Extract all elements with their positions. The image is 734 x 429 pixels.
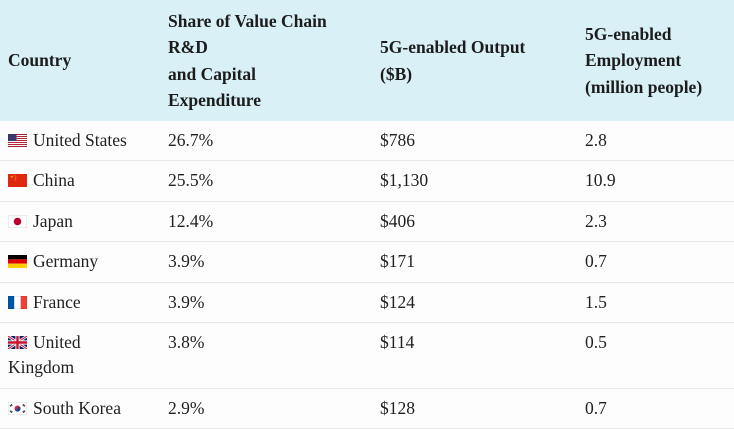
country-cell: South Korea: [0, 389, 160, 428]
table-row: Japan 12.4% $406 2.3: [0, 201, 734, 243]
output-cell: $406: [380, 210, 415, 231]
employment-cell: 0.7: [585, 397, 607, 418]
output-cell: $1,130: [380, 170, 429, 191]
country-label: South Korea: [33, 397, 121, 418]
flag-jp-icon: [8, 214, 27, 228]
output-cell: $171: [380, 251, 415, 272]
share-cell: 3.9%: [168, 291, 205, 312]
flag-cn-icon: [8, 174, 27, 188]
table-row: United States 26.7% $786 2.8: [0, 121, 734, 162]
table-header-row: Country Share of Value Chain R&D and Cap…: [0, 0, 734, 121]
country-label: United Kingdom: [8, 331, 81, 378]
table-row: South Korea 2.9% $128 0.7: [0, 388, 734, 429]
flag-us-icon: [8, 134, 27, 147]
country-label: United States: [33, 130, 127, 150]
employment-cell: 1.5: [585, 291, 607, 312]
header-cell-output: 5G-enabled Output ($B): [380, 37, 526, 84]
share-cell: 25.5%: [168, 170, 214, 191]
output-cell: $124: [380, 291, 415, 312]
employment-cell: 2.3: [585, 210, 607, 231]
country-label: France: [33, 291, 81, 312]
output-cell: $114: [380, 331, 415, 352]
flag-de-icon: [8, 255, 27, 269]
header-cell-country: Country: [8, 50, 72, 71]
table-row: France 3.9% $124 1.5: [0, 282, 734, 323]
share-cell: 2.9%: [168, 397, 205, 418]
header-cell-share: Share of Value Chain R&D and Capital Exp…: [168, 11, 327, 110]
table-row: China 25.5% $1,130 10.9: [0, 161, 734, 202]
table-row: Germany 3.9% $171 0.7: [0, 242, 734, 283]
table-body: United States 26.7% $786 2.8 China 25.5%…: [0, 121, 734, 429]
country-cell: Germany: [0, 242, 160, 281]
share-cell: 3.9%: [168, 251, 205, 272]
share-cell: 12.4%: [168, 210, 214, 231]
country-cell: France: [0, 283, 160, 322]
employment-cell: 0.5: [585, 331, 607, 352]
country-label: Germany: [33, 251, 99, 272]
country-label: Japan: [33, 210, 73, 231]
employment-cell: 10.9: [585, 170, 616, 191]
share-cell: 26.7%: [168, 130, 214, 150]
country-cell: Japan: [0, 202, 160, 241]
country-cell: China: [0, 161, 160, 200]
share-cell: 3.8%: [168, 331, 205, 352]
country-cell: United Kingdom: [0, 323, 160, 388]
output-cell: $128: [380, 397, 415, 418]
flag-kr-icon: [8, 401, 27, 415]
employment-cell: 0.7: [585, 251, 607, 272]
flag-fr-icon: [8, 295, 27, 309]
header-cell-employment: 5G-enabled Employment (million people): [585, 24, 703, 97]
output-cell: $786: [380, 130, 415, 150]
flag-gb-icon: [8, 335, 27, 349]
employment-cell: 2.8: [585, 130, 607, 150]
table-row: United Kingdom 3.8% $114 0.5: [0, 322, 734, 389]
country-cell: United States: [0, 121, 160, 160]
country-label: China: [33, 170, 75, 191]
